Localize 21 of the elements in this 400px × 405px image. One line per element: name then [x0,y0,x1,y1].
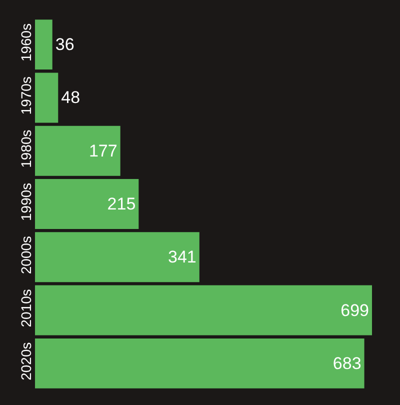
data-label: 48 [61,88,80,108]
data-label: 699 [340,300,369,320]
data-label: 683 [332,354,362,373]
data-label: 341 [168,248,196,267]
y-tick-label: 2010s [18,289,34,328]
bar [35,179,139,229]
data-label: 177 [88,141,118,160]
bar [35,126,120,176]
y-tick-label: 1970s [18,76,34,115]
bar [35,338,364,388]
bar [35,232,200,282]
data-label: 215 [107,194,136,214]
y-tick-label: 1980s [18,130,34,168]
bar [35,72,58,123]
bar [35,20,52,70]
y-tick-label: 2020s [18,342,34,380]
bar [35,285,372,336]
data-label: 36 [55,35,74,54]
y-tick-label: 2000s [18,236,34,274]
y-tick-label: 1960s [18,23,34,62]
y-tick-label: 1990s [18,182,34,221]
